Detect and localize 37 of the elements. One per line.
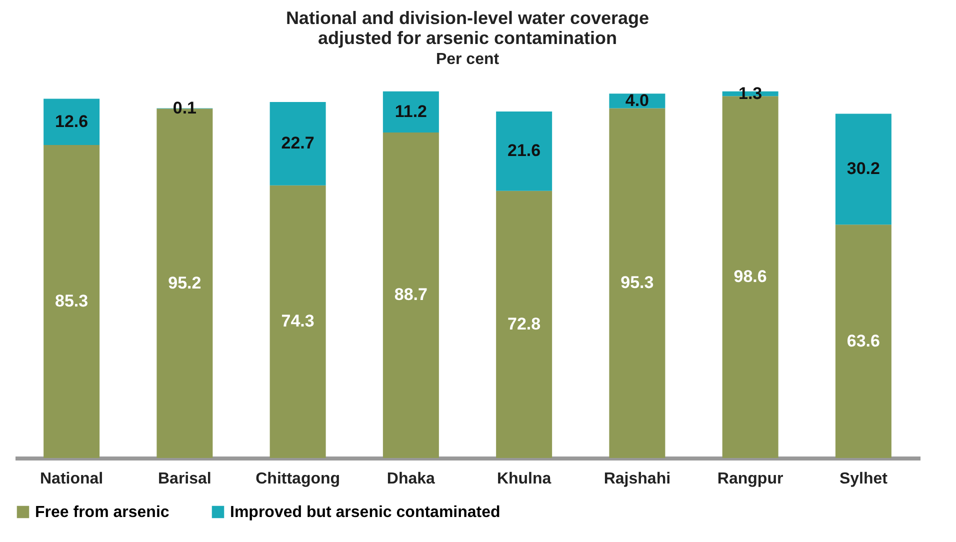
legend-label: Improved but arsenic contaminated	[230, 504, 500, 521]
bar	[270, 102, 326, 186]
data-label: 22.7	[281, 134, 314, 153]
bar	[835, 224, 892, 458]
data-label: 12.6	[55, 112, 88, 131]
data-label: 98.6	[734, 267, 767, 286]
data-label: 4.0	[625, 90, 650, 110]
data-label: 72.8	[508, 314, 541, 334]
data-label: 11.2	[394, 102, 428, 121]
bar	[609, 108, 666, 458]
chart-subtitle: Per cent	[436, 50, 500, 68]
data-label: 88.7	[394, 285, 428, 304]
x-tick-label: Khulna	[496, 470, 552, 488]
x-tick-label: Dhaka	[386, 470, 436, 488]
bar	[496, 112, 552, 191]
x-tick-label: Barisal	[158, 470, 212, 488]
bar	[835, 114, 892, 225]
data-label: 30.2	[846, 159, 880, 178]
x-tick-label: National	[40, 470, 104, 488]
data-label: 85.3	[55, 291, 88, 310]
bar	[382, 132, 439, 458]
data-label: 95.2	[168, 273, 202, 292]
bar	[44, 144, 100, 458]
data-label: 63.6	[846, 331, 880, 350]
bar	[270, 185, 326, 458]
x-tick-label: Rajshahi	[604, 470, 671, 488]
x-tick-label: Sylhet	[839, 470, 888, 488]
data-label: 74.3	[281, 312, 314, 331]
data-label: 95.3	[620, 273, 654, 292]
chart-title: National and division-level water coverage adjusted for arsenic contamination	[286, 8, 650, 48]
bar	[382, 91, 439, 132]
bar	[44, 98, 100, 145]
data-label: 21.6	[508, 141, 541, 160]
bar	[496, 190, 552, 458]
x-tick-label: Rangpur	[717, 470, 784, 488]
legend-label: Free from arsenic	[35, 504, 170, 521]
x-tick-label: Chittagong	[256, 470, 340, 488]
